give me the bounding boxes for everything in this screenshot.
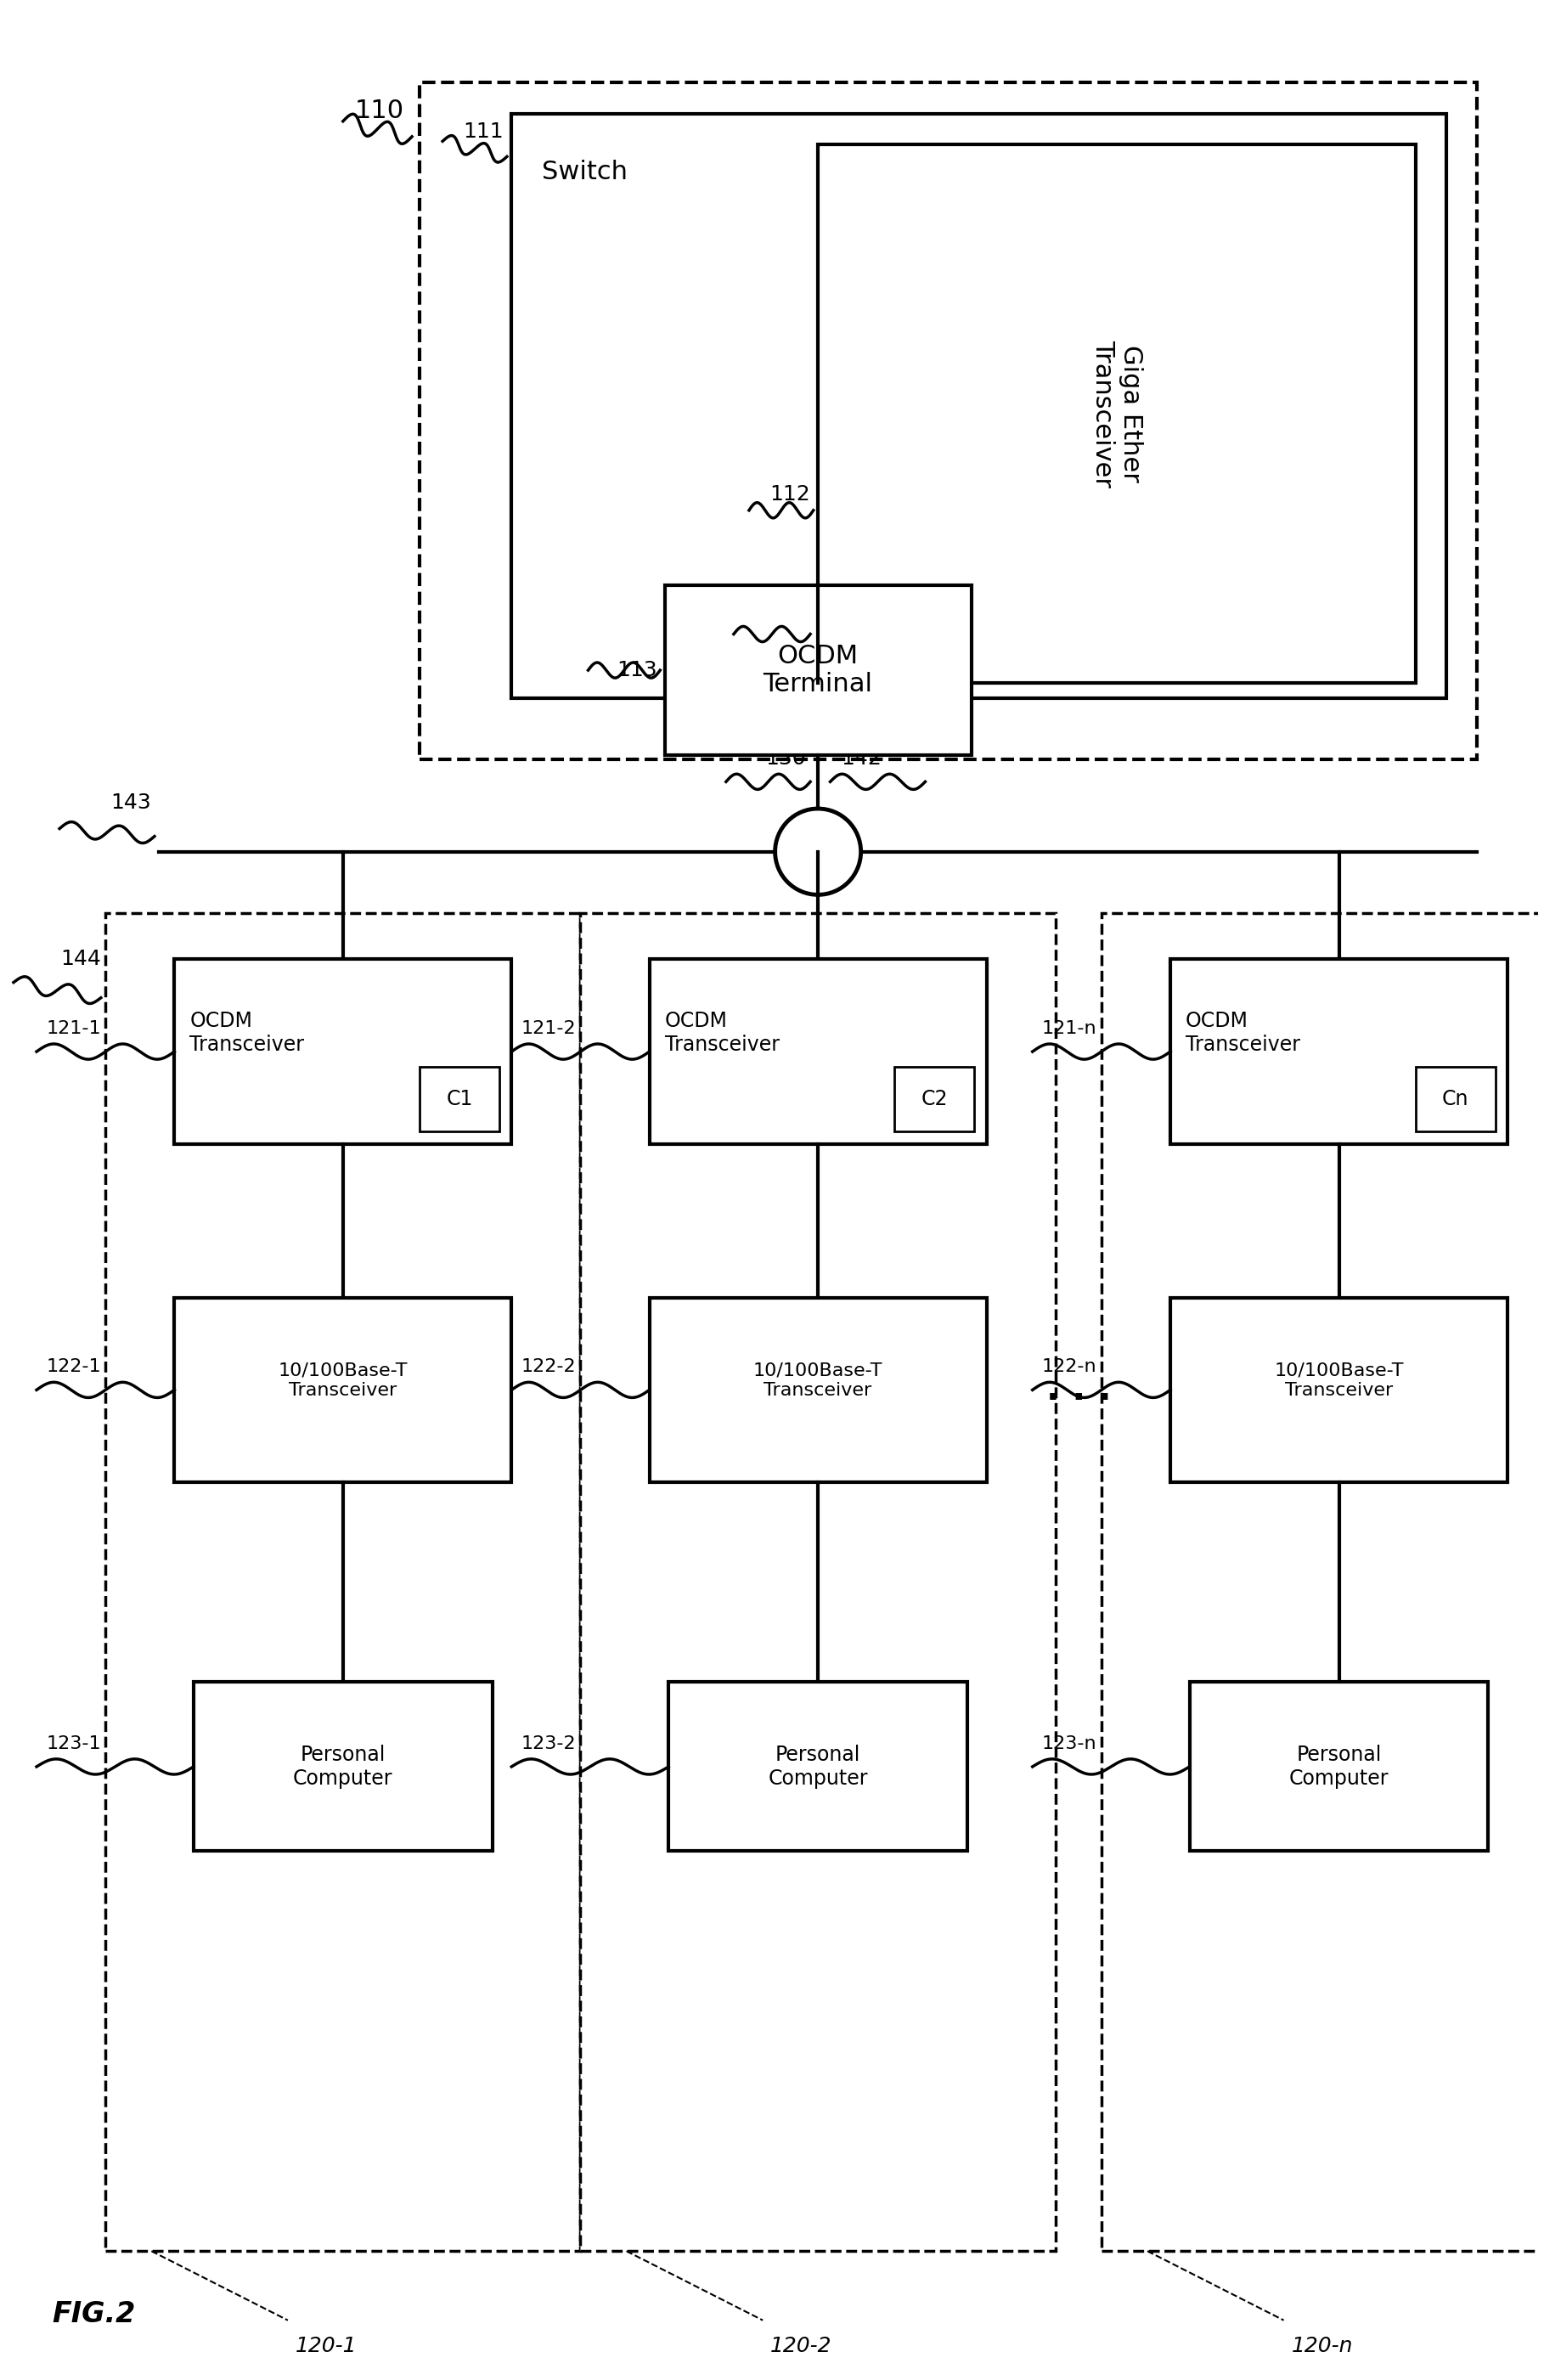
- Text: 10/100Base-T
Transceiver: 10/100Base-T Transceiver: [1274, 1361, 1403, 1399]
- Text: 121-1: 121-1: [46, 1021, 100, 1038]
- Bar: [650, 959, 987, 1145]
- Text: 143: 143: [111, 793, 151, 814]
- Text: 141: 141: [766, 593, 806, 614]
- Bar: [174, 959, 511, 1145]
- Text: FIG.2: FIG.2: [52, 2299, 136, 2328]
- Text: 122-1: 122-1: [46, 1359, 100, 1376]
- Text: 10/100Base-T
Transceiver: 10/100Base-T Transceiver: [753, 1361, 883, 1399]
- Text: 123-1: 123-1: [46, 1735, 100, 1752]
- Bar: [650, 1297, 987, 1483]
- Bar: [665, 585, 971, 754]
- Text: OCDM
Transceiver: OCDM Transceiver: [1186, 1012, 1300, 1054]
- Text: 142: 142: [841, 747, 882, 769]
- Text: OCDM
Transceiver: OCDM Transceiver: [190, 1012, 304, 1054]
- Text: 121-2: 121-2: [520, 1021, 576, 1038]
- Text: Cn: Cn: [1442, 1090, 1468, 1109]
- Text: 122-n: 122-n: [1042, 1359, 1096, 1376]
- Text: 120-2: 120-2: [770, 2335, 832, 2356]
- Text: Personal
Computer: Personal Computer: [1289, 1745, 1388, 1790]
- Text: Giga Ether
Transceiver: Giga Ether Transceiver: [1090, 340, 1143, 488]
- Bar: [420, 1066, 499, 1130]
- Text: Personal
Computer: Personal Computer: [293, 1745, 392, 1790]
- Text: OCDM
Terminal: OCDM Terminal: [763, 643, 872, 697]
- Bar: [581, 914, 1056, 2251]
- Bar: [174, 1297, 511, 1483]
- Text: 110: 110: [355, 98, 405, 124]
- Text: 112: 112: [770, 483, 811, 505]
- Bar: [511, 114, 1447, 697]
- Text: OCDM
Transceiver: OCDM Transceiver: [665, 1012, 780, 1054]
- Bar: [1189, 1683, 1488, 1852]
- Bar: [818, 145, 1416, 683]
- Bar: [193, 1683, 493, 1852]
- Text: 120-n: 120-n: [1291, 2335, 1353, 2356]
- Bar: [420, 83, 1476, 759]
- Bar: [1416, 1066, 1495, 1130]
- Text: 123-n: 123-n: [1042, 1735, 1096, 1752]
- Text: 121-n: 121-n: [1042, 1021, 1096, 1038]
- Text: 130: 130: [766, 747, 806, 769]
- Bar: [894, 1066, 974, 1130]
- Bar: [1170, 959, 1507, 1145]
- Text: 123-2: 123-2: [520, 1735, 576, 1752]
- Text: Personal
Computer: Personal Computer: [767, 1745, 868, 1790]
- Text: C2: C2: [922, 1090, 948, 1109]
- Bar: [669, 1683, 968, 1852]
- Text: 10/100Base-T
Transceiver: 10/100Base-T Transceiver: [278, 1361, 408, 1399]
- Bar: [1170, 1297, 1507, 1483]
- Text: 144: 144: [60, 950, 100, 969]
- Bar: [1101, 914, 1544, 2251]
- Text: . . .: . . .: [1045, 1373, 1112, 1407]
- Text: 113: 113: [616, 659, 658, 681]
- Text: 120-1: 120-1: [295, 2335, 357, 2356]
- Text: 122-2: 122-2: [520, 1359, 576, 1376]
- Text: 111: 111: [463, 121, 503, 143]
- Text: C1: C1: [446, 1090, 472, 1109]
- Text: Switch: Switch: [542, 159, 628, 183]
- Bar: [105, 914, 581, 2251]
